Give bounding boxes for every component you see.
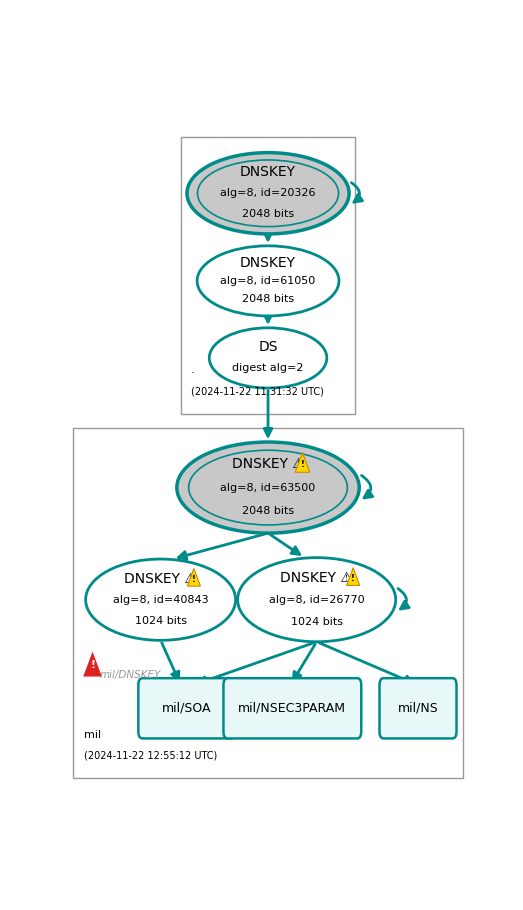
Ellipse shape <box>86 559 235 641</box>
Text: alg=8, id=40843: alg=8, id=40843 <box>113 595 209 604</box>
Polygon shape <box>295 452 310 472</box>
FancyBboxPatch shape <box>380 678 457 738</box>
Text: 2048 bits: 2048 bits <box>242 294 294 304</box>
Text: DNSKEY ⚠: DNSKEY ⚠ <box>280 571 353 585</box>
Text: DS: DS <box>258 340 278 354</box>
Text: .: . <box>191 366 195 376</box>
Text: digest alg=2: digest alg=2 <box>232 363 304 373</box>
Polygon shape <box>347 568 360 585</box>
FancyArrowPatch shape <box>361 475 373 498</box>
Text: !: ! <box>301 460 304 469</box>
Text: 1024 bits: 1024 bits <box>134 616 187 626</box>
FancyBboxPatch shape <box>138 678 235 738</box>
FancyArrowPatch shape <box>351 183 362 202</box>
Text: alg=8, id=20326: alg=8, id=20326 <box>220 188 316 198</box>
Ellipse shape <box>197 246 339 316</box>
Text: DNSKEY ⚠: DNSKEY ⚠ <box>232 457 304 470</box>
Text: 2048 bits: 2048 bits <box>242 506 294 516</box>
Text: alg=8, id=26770: alg=8, id=26770 <box>269 595 365 604</box>
Text: (2024-11-22 11:31:32 UTC): (2024-11-22 11:31:32 UTC) <box>191 387 324 397</box>
Text: mil/DNSKEY: mil/DNSKEY <box>100 670 161 680</box>
Text: !: ! <box>192 575 196 583</box>
Text: DNSKEY: DNSKEY <box>240 165 296 179</box>
Text: mil/SOA: mil/SOA <box>162 702 212 714</box>
Polygon shape <box>83 650 103 677</box>
Text: mil/NS: mil/NS <box>397 702 438 714</box>
FancyBboxPatch shape <box>73 428 462 778</box>
Text: !: ! <box>90 660 95 670</box>
Text: 2048 bits: 2048 bits <box>242 209 294 219</box>
Text: (2024-11-22 12:55:12 UTC): (2024-11-22 12:55:12 UTC) <box>84 751 217 761</box>
Text: 1024 bits: 1024 bits <box>291 617 343 627</box>
FancyBboxPatch shape <box>181 137 355 414</box>
Ellipse shape <box>187 153 349 234</box>
Text: mil: mil <box>84 730 101 740</box>
Ellipse shape <box>209 328 327 388</box>
Ellipse shape <box>237 558 396 642</box>
Ellipse shape <box>177 442 359 533</box>
Text: alg=8, id=63500: alg=8, id=63500 <box>220 482 316 492</box>
Text: DNSKEY ⚠: DNSKEY ⚠ <box>124 571 197 585</box>
Text: DNSKEY: DNSKEY <box>240 256 296 269</box>
Text: mil/NSEC3PARAM: mil/NSEC3PARAM <box>238 702 346 714</box>
Text: alg=8, id=61050: alg=8, id=61050 <box>220 276 316 286</box>
Text: !: ! <box>351 574 355 583</box>
Polygon shape <box>187 569 200 586</box>
FancyBboxPatch shape <box>223 678 361 738</box>
FancyArrowPatch shape <box>398 589 409 609</box>
